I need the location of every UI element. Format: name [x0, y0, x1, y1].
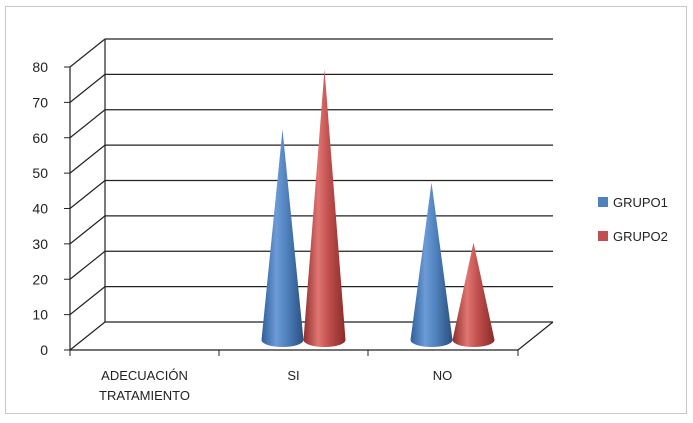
- y-tick-label: 10: [32, 307, 48, 323]
- series-cones: [261, 69, 495, 347]
- gridline-depth: [69, 109, 106, 139]
- legend: GRUPO1 GRUPO2: [598, 195, 668, 244]
- legend-label: GRUPO2: [613, 229, 668, 244]
- y-tick-label: 50: [32, 165, 48, 181]
- x-axis-categories: ADECUACIÓN TRATAMIENTO SI NO: [99, 368, 452, 403]
- cone-grupo1-1: [261, 129, 304, 347]
- y-tick-label: 70: [32, 94, 48, 110]
- x-category-label: SI: [287, 368, 299, 383]
- cone-grupo2-2: [452, 242, 495, 347]
- x-category-label: NO: [433, 368, 453, 383]
- cone-grupo2-1: [303, 69, 346, 347]
- gridline-depth: [69, 144, 106, 174]
- legend-label: GRUPO1: [613, 195, 668, 210]
- y-tick-label: 40: [32, 201, 48, 217]
- y-tick-label: 0: [40, 342, 48, 358]
- gridline-depth: [69, 215, 106, 245]
- legend-swatch: [598, 231, 608, 241]
- gridline-depth: [69, 321, 106, 351]
- y-axis-ticks: 0 10 20 30 40 50 60 70 80: [32, 59, 70, 358]
- y-tick-label: 30: [32, 236, 48, 252]
- gridline-depth: [69, 180, 106, 209]
- legend-swatch: [598, 197, 608, 207]
- y-tick-label: 20: [32, 271, 48, 287]
- gridline-depth: [69, 73, 106, 103]
- y-tick-label: 60: [32, 130, 48, 146]
- cone-grupo1-2: [410, 182, 453, 347]
- gridline-depth: [69, 250, 106, 280]
- gridline-depth: [69, 38, 106, 68]
- gridline-depth: [69, 286, 106, 316]
- x-category-label: ADECUACIÓN TRATAMIENTO: [99, 368, 190, 403]
- y-tick-label: 80: [32, 59, 48, 75]
